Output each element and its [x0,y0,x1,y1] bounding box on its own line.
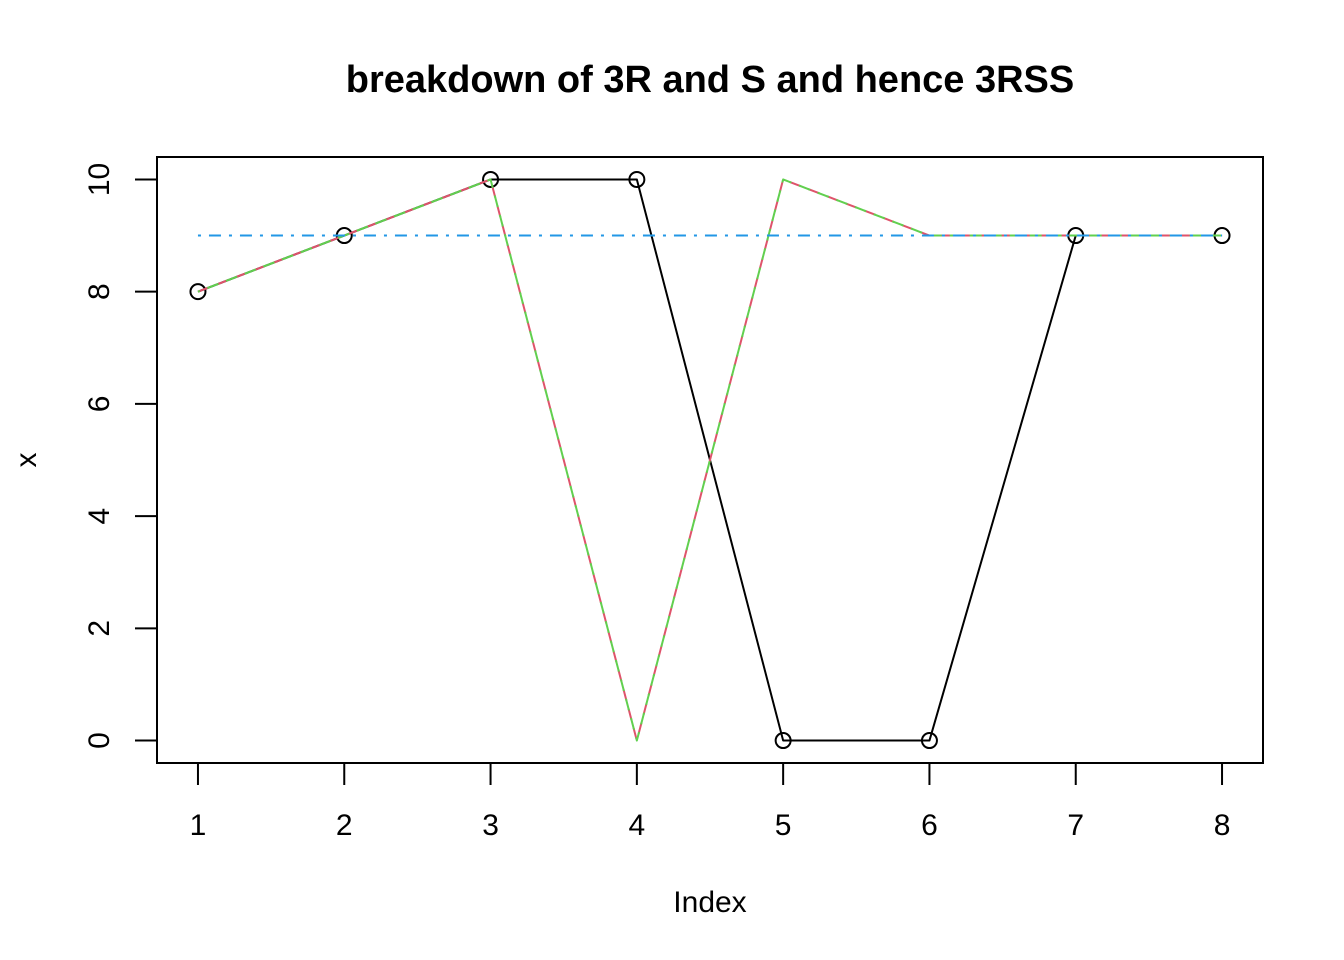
x-axis-label: Index [673,886,746,919]
y-axis: 0 2 4 6 8 10 [83,163,158,749]
series-point [920,732,938,750]
y-tick-label: 10 [83,163,116,196]
x-tick-label: 8 [1214,809,1231,842]
series-layer [189,170,1231,750]
y-axis-label: x [10,453,43,468]
x-tick-label: 5 [775,809,792,842]
series-point [774,732,792,750]
x-axis: 1 2 3 4 5 6 7 8 [190,762,1231,842]
x-tick-label: 2 [336,809,353,842]
y-tick-label: 4 [83,508,116,525]
y-tick-label: 2 [83,620,116,637]
chart-title: breakdown of 3R and S and hence 3RSS [346,59,1075,101]
series-point [189,283,207,301]
x-tick-label: 3 [482,809,499,842]
x-tick-label: 7 [1067,809,1084,842]
y-tick-label: 0 [83,732,116,749]
series-point [482,170,500,188]
x-tick-label: 6 [921,809,938,842]
x-tick-label: 1 [190,809,207,842]
y-tick-label: 6 [83,396,116,413]
series-point [628,170,646,188]
y-tick-label: 8 [83,283,116,300]
x-tick-label: 4 [629,809,646,842]
